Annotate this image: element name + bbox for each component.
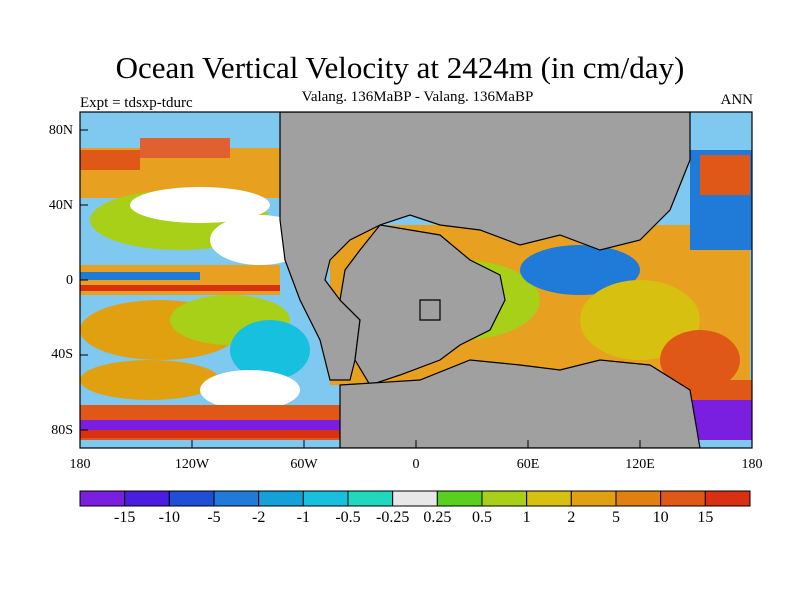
colorbar-swatch bbox=[526, 490, 572, 507]
x-tick-label-180e: 180 bbox=[741, 457, 763, 472]
colorbar-label: 0.25 bbox=[423, 509, 452, 526]
colorbar-swatch bbox=[704, 490, 751, 507]
colorbar-swatch bbox=[570, 490, 617, 507]
pacific-velocity-field bbox=[80, 138, 340, 440]
axis-ticks bbox=[79, 129, 753, 448]
colorbar-label: 10 bbox=[652, 509, 669, 526]
colorbar-swatch bbox=[213, 490, 260, 507]
land-masses bbox=[279, 112, 701, 448]
colorbar-swatch bbox=[660, 490, 706, 507]
colorbar-swatch bbox=[302, 490, 349, 507]
colorbar-label: -2 bbox=[251, 509, 266, 526]
x-tick-label-120w: 120W bbox=[174, 457, 210, 472]
colorbar-label: -5 bbox=[207, 509, 221, 526]
season-label: ANN bbox=[720, 92, 754, 108]
colorbar-swatch bbox=[79, 490, 126, 507]
colorbar-swatch bbox=[615, 490, 662, 507]
colorbar-label: 0.5 bbox=[472, 509, 492, 526]
y-tick-label-80s: 80S bbox=[51, 423, 73, 438]
colorbar-swatch bbox=[392, 490, 438, 507]
x-tick-label-0: 0 bbox=[412, 457, 420, 472]
colorbar-swatch bbox=[347, 490, 394, 507]
y-tick-label-0: 0 bbox=[66, 273, 73, 288]
colorbar-swatch bbox=[124, 490, 170, 507]
y-tick-label-40s: 40S bbox=[51, 347, 73, 362]
colorbar-label: -1 bbox=[296, 509, 310, 526]
colorbar-label: -15 bbox=[113, 509, 136, 526]
colorbar bbox=[79, 490, 751, 507]
y-tick-label-80n: 80N bbox=[48, 123, 73, 138]
colorbar-label: 1 bbox=[522, 509, 531, 526]
colorbar-label: 2 bbox=[567, 509, 576, 526]
colorbar-swatch bbox=[436, 490, 483, 507]
x-tick-label-180w: 180 bbox=[69, 457, 91, 472]
colorbar-swatch bbox=[168, 490, 215, 507]
colorbar-label: -0.25 bbox=[375, 509, 410, 526]
colorbar-swatch bbox=[258, 490, 304, 507]
map-field bbox=[80, 112, 752, 448]
colorbar-label: -10 bbox=[158, 509, 180, 526]
experiment-label: Expt = tdsxp-tdurc bbox=[80, 95, 193, 111]
colorbar-label: 5 bbox=[612, 509, 620, 526]
y-tick-label-40n: 40N bbox=[48, 198, 73, 213]
map-title: Ocean Vertical Velocity at 2424m (in cm/… bbox=[115, 50, 685, 85]
x-tick-label-60e: 60E bbox=[516, 457, 540, 472]
colorbar-label: 15 bbox=[697, 509, 714, 526]
colorbar-label: -0.5 bbox=[335, 509, 361, 526]
colorbar-swatch bbox=[481, 490, 528, 507]
map-subtitle: Valang. 136MaBP - Valang. 136MaBP bbox=[301, 89, 534, 105]
x-tick-label-60w: 60W bbox=[290, 457, 318, 472]
x-tick-label-120e: 120E bbox=[625, 457, 655, 472]
